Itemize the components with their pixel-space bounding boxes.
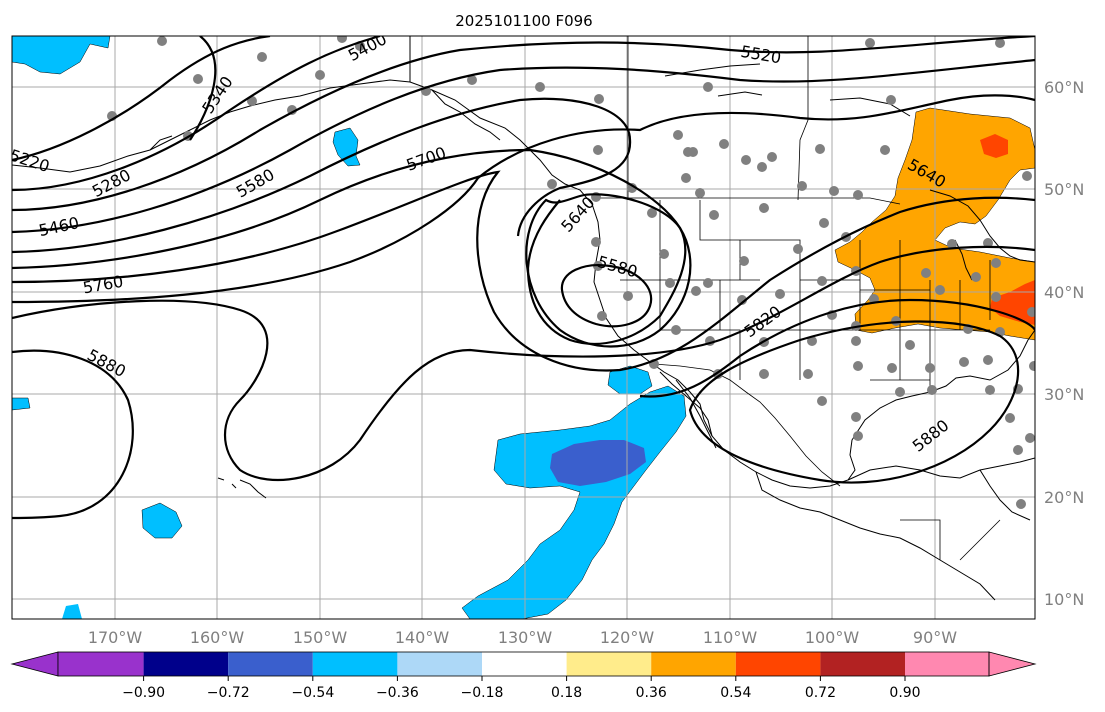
station-markers <box>107 36 1035 509</box>
coastlines <box>12 36 1035 601</box>
lat-label: 40°N <box>1044 283 1084 302</box>
colorbar-swatch <box>228 652 313 676</box>
colorbar-min-extend <box>10 651 59 677</box>
colorbar-tick-label: −0.36 <box>376 685 419 701</box>
colorbar: −0.90 −0.72 −0.54 −0.36 −0.18 0.18 0.36 … <box>10 651 1037 701</box>
longitude-labels: 170°W 160°W 150°W 140°W 130°W 120°W 110°… <box>88 628 957 647</box>
colorbar-swatch <box>312 652 398 676</box>
colorbar-tick-label: −0.72 <box>207 685 250 701</box>
lat-label: 30°N <box>1044 385 1084 404</box>
colorbar-tick-label: −0.54 <box>291 685 334 701</box>
lat-label: 10°N <box>1044 590 1084 609</box>
lon-label: 170°W <box>88 628 143 647</box>
lon-label: 160°W <box>190 628 245 647</box>
colorbar-tick-label: 0.36 <box>636 685 667 701</box>
map-frame <box>11 35 1036 620</box>
lat-label: 20°N <box>1044 488 1084 507</box>
colorbar-tick-label: −0.90 <box>122 685 165 701</box>
lat-label: 50°N <box>1044 180 1084 199</box>
colorbar-swatch <box>143 652 229 676</box>
lon-label: 100°W <box>805 628 860 647</box>
colorbar-swatch <box>566 652 652 676</box>
lon-label: 110°W <box>703 628 758 647</box>
lon-label: 140°W <box>395 628 450 647</box>
colorbar-swatch <box>735 652 821 676</box>
height-contours <box>12 36 1035 520</box>
colorbar-tick-label: −0.18 <box>461 685 504 701</box>
colorbar-max-extend <box>988 651 1037 677</box>
graticule <box>12 36 1035 619</box>
colorbar-tick-label: 0.54 <box>720 685 751 701</box>
colorbar-swatch <box>820 652 905 676</box>
colorbar-tick-label: 0.18 <box>551 685 582 701</box>
negative-shading <box>12 36 687 619</box>
colorbar-swatch <box>397 652 482 676</box>
lon-label: 130°W <box>498 628 553 647</box>
colorbar-swatch <box>905 652 989 676</box>
latitude-labels: 60°N 50°N 40°N 30°N 20°N 10°N <box>1044 78 1084 609</box>
colorbar-swatch <box>651 652 736 676</box>
colorbar-swatch <box>58 652 144 676</box>
map-title: 2025101100 F096 <box>455 12 592 30</box>
map-panel: 5400 5340 5520 5220 5280 5460 5580 5700 … <box>12 36 1035 619</box>
lon-label: 90°W <box>913 628 957 647</box>
lat-label: 60°N <box>1044 78 1084 97</box>
colorbar-swatch <box>482 652 567 676</box>
colorbar-tick-label: 0.72 <box>805 685 836 701</box>
borders <box>600 36 1001 561</box>
lon-label: 150°W <box>293 628 348 647</box>
colorbar-tick-label: 0.90 <box>889 685 920 701</box>
lon-label: 120°W <box>600 628 655 647</box>
